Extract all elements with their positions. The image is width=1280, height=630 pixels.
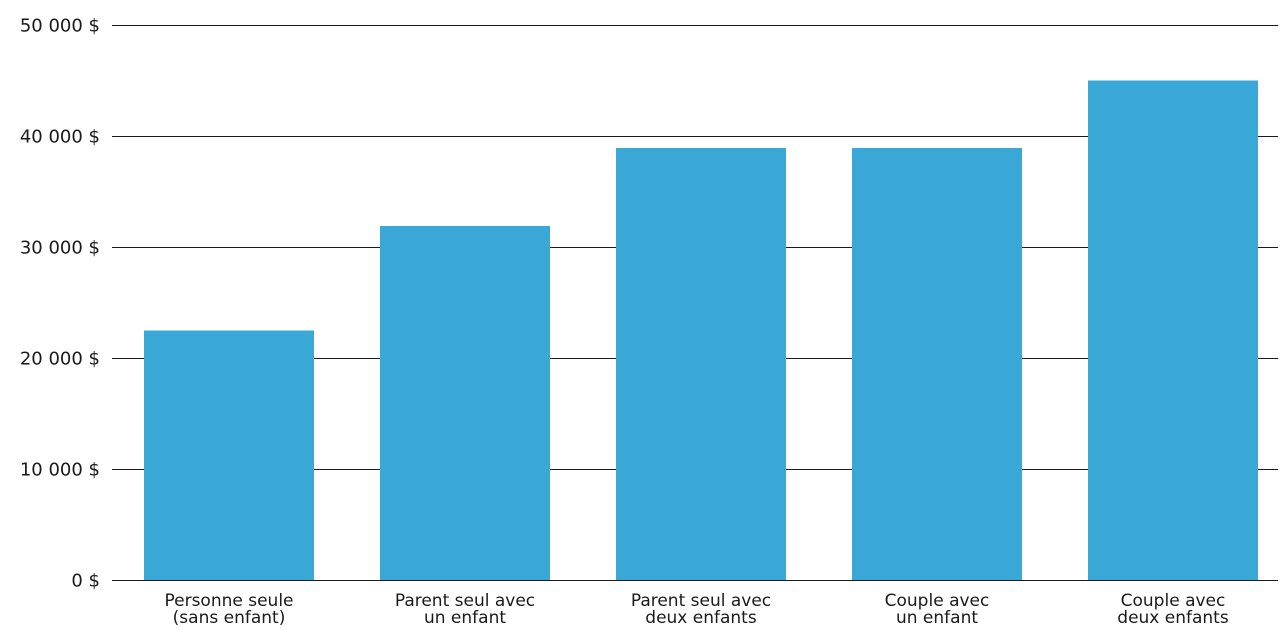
- x-category-label: Parent seul avec deux enfants: [631, 591, 771, 628]
- y-tick-label: 0 $: [71, 571, 100, 592]
- bar: [380, 225, 550, 580]
- x-category-label-line: deux enfants: [645, 608, 757, 628]
- x-category-label-line: Couple avec: [885, 591, 990, 611]
- x-category-label: Personne seule (sans enfant): [164, 591, 293, 628]
- x-category-label-line: deux enfants: [1117, 608, 1229, 628]
- bar: [1088, 80, 1258, 580]
- x-category-label-line: un enfant: [896, 608, 978, 628]
- y-tick-label: 10 000 $: [20, 460, 100, 481]
- x-category-label: Couple avec deux enfants: [1117, 591, 1229, 628]
- y-tick-label: 20 000 $: [20, 349, 100, 370]
- x-axis-category-labels: Personne seule (sans enfant) Parent seul a…: [164, 591, 1228, 628]
- x-category-label-line: Parent seul avec: [395, 591, 535, 611]
- bar: [852, 148, 1022, 580]
- y-tick-label: 40 000 $: [20, 127, 100, 148]
- x-category-label: Parent seul avec un enfant: [395, 591, 535, 628]
- x-category-label-line: Couple avec: [1121, 591, 1226, 611]
- y-tick-label: 30 000 $: [20, 238, 100, 259]
- x-category-label-line: Parent seul avec: [631, 591, 771, 611]
- x-category-label-line: un enfant: [424, 608, 506, 628]
- x-category-label: Couple avec un enfant: [885, 591, 990, 628]
- y-axis-tick-labels: 0 $ 10 000 $ 20 000 $ 30 000 $ 40 000 $ 50 00…: [20, 16, 100, 592]
- x-category-label-line: Personne seule: [164, 591, 293, 611]
- y-tick-label: 50 000 $: [20, 16, 100, 37]
- x-category-label-line: (sans enfant): [173, 608, 286, 628]
- bar: [144, 330, 314, 580]
- bar: [616, 148, 786, 580]
- bars: [144, 80, 1258, 580]
